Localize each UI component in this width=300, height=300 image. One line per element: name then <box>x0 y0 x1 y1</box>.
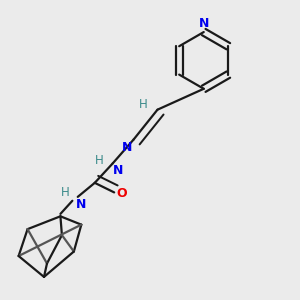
Text: N: N <box>122 141 132 154</box>
Text: H: H <box>61 187 69 200</box>
Text: O: O <box>116 188 127 200</box>
Text: H: H <box>139 98 148 111</box>
Text: N: N <box>113 164 124 177</box>
Text: N: N <box>199 17 209 30</box>
Text: H: H <box>95 154 103 167</box>
Text: N: N <box>76 198 86 212</box>
